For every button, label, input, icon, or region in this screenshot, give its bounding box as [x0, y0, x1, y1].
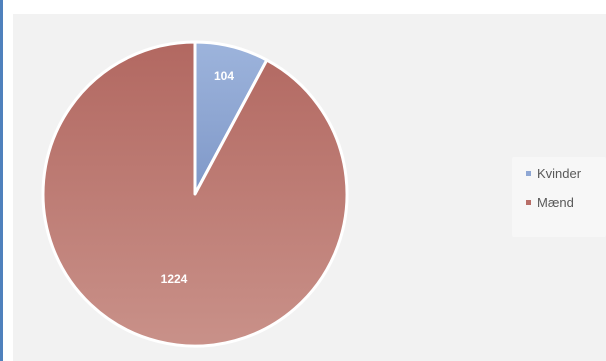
- legend-swatch-maend: [526, 200, 531, 205]
- pie-slice-maend: [43, 42, 347, 346]
- legend: Kvinder Mænd: [512, 157, 606, 237]
- legend-swatch-kvinder: [526, 171, 531, 176]
- legend-label-maend: Mænd: [537, 195, 574, 210]
- data-label-kvinder: 104: [214, 69, 234, 83]
- pie-slices: [43, 42, 347, 346]
- data-label-maend: 1224: [161, 272, 188, 286]
- legend-item-kvinder: Kvinder: [526, 165, 581, 181]
- legend-label-kvinder: Kvinder: [537, 166, 581, 181]
- legend-item-maend: Mænd: [526, 194, 574, 210]
